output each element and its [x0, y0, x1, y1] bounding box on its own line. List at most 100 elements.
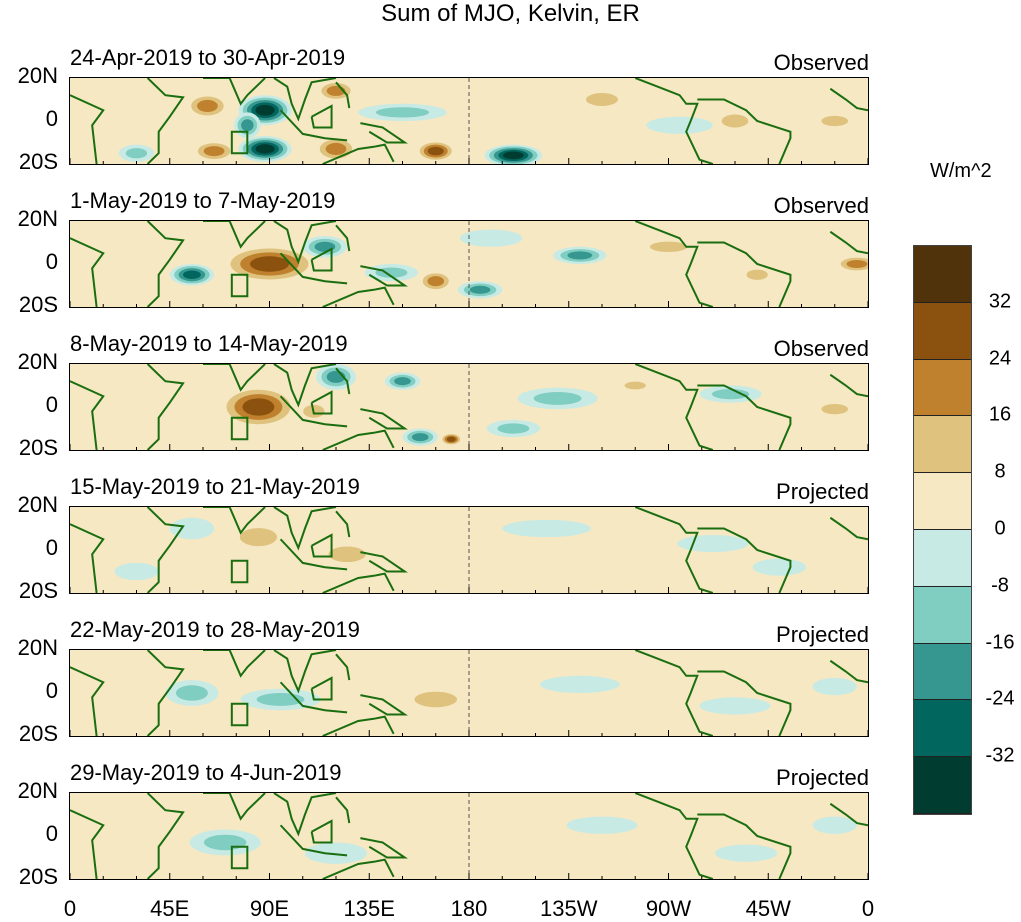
coastline — [360, 551, 408, 573]
map-svg — [69, 792, 869, 880]
coastline — [279, 824, 348, 857]
coastline — [273, 792, 337, 837]
coastline — [322, 572, 395, 594]
map-panel — [69, 77, 869, 167]
coastline — [829, 230, 869, 255]
anomaly-contour — [677, 534, 749, 553]
lat-tick-label: 20N — [17, 349, 58, 374]
anomaly-contour — [242, 398, 275, 416]
colorbar-swatch — [914, 586, 971, 644]
coastline — [310, 390, 333, 415]
coastline — [279, 681, 348, 714]
anomaly-contour — [241, 119, 254, 132]
colorbar-tick-label: -16 — [985, 631, 1015, 654]
lat-tick-label: 20S — [18, 721, 58, 746]
coastline — [273, 77, 337, 122]
panel-type-label: Projected — [776, 622, 869, 647]
coastline — [69, 523, 105, 594]
lat-tick-label: 0 — [45, 678, 58, 703]
anomaly-contour — [197, 99, 218, 112]
coastline — [634, 77, 714, 165]
anomaly-contour — [715, 844, 778, 862]
anomaly-contour — [846, 259, 868, 269]
anomaly-contour — [539, 675, 620, 693]
coastline — [146, 649, 185, 737]
anomaly-contour — [502, 151, 524, 160]
coastline — [697, 98, 792, 165]
panel-period-label: 29-May-2019 to 4-Jun-2019 — [70, 760, 342, 785]
anomaly-contour — [328, 546, 366, 563]
anomaly-contour — [353, 803, 407, 826]
anomaly-contour — [427, 276, 445, 287]
coastline — [322, 286, 395, 308]
coastline — [335, 653, 351, 681]
anomaly-contour — [646, 116, 713, 134]
anomaly-contour — [175, 685, 208, 701]
map-panel — [69, 363, 869, 451]
coastline — [146, 506, 185, 594]
lon-tick-label: 0 — [861, 896, 875, 921]
coastline — [69, 380, 105, 451]
lon-tick-label: 45E — [150, 896, 190, 921]
anomaly-contour — [409, 560, 463, 583]
colorbar-swatch — [914, 302, 971, 360]
coastline — [322, 143, 395, 165]
colorbar-tick-label: -8 — [991, 574, 1009, 597]
colorbar-swatch — [914, 416, 971, 474]
lon-tick-label: 90W — [645, 896, 692, 921]
anomaly-contour — [567, 251, 593, 260]
coastline — [310, 533, 333, 558]
anomaly-contour — [255, 104, 275, 116]
lat-tick-label: 0 — [45, 106, 58, 131]
lat-tick-label: 0 — [45, 249, 58, 274]
lon-tick-label: 0 — [63, 896, 77, 921]
coastline — [634, 220, 714, 308]
colorbar-swatch — [914, 643, 971, 701]
lon-tick-label: 135E — [343, 896, 395, 921]
lon-tick-label: 90E — [249, 896, 290, 921]
anomaly-contour — [460, 229, 523, 247]
anomaly-contour — [502, 519, 591, 538]
colorbar-tick-label: -32 — [985, 744, 1015, 767]
lat-tick-label: 0 — [45, 392, 58, 417]
anomaly-contour — [533, 391, 582, 405]
lat-tick-label: 20S — [18, 578, 58, 603]
anomaly-contour — [239, 528, 278, 547]
anomaly-contour — [304, 842, 368, 864]
coastline — [697, 384, 792, 451]
map-svg — [69, 220, 880, 308]
coastline — [310, 676, 333, 701]
lat-tick-label: 20N — [17, 492, 58, 517]
map-panel — [69, 649, 869, 737]
coastline — [335, 81, 351, 109]
coastline — [697, 527, 792, 594]
lat-tick-label: 20N — [17, 778, 58, 803]
anomaly-contour — [125, 148, 148, 159]
anomaly-contour — [469, 285, 491, 294]
anomaly-contour — [255, 144, 275, 154]
coastline — [697, 670, 792, 737]
anomaly-contour — [699, 697, 771, 715]
coastline — [279, 538, 348, 571]
lat-tick-label: 20S — [18, 292, 58, 317]
coastline — [634, 792, 714, 880]
coastline — [146, 792, 185, 880]
coastline — [146, 363, 185, 451]
colorbar-swatch — [914, 529, 971, 587]
coastline — [310, 104, 333, 129]
anomaly-contour — [114, 562, 159, 581]
coastline — [203, 792, 266, 821]
anomaly-contour — [711, 388, 750, 400]
colorbar-tick-label: 32 — [988, 290, 1012, 313]
coastline — [829, 87, 869, 112]
coastline — [360, 408, 408, 430]
region-box — [230, 130, 249, 155]
panel-type-label: Projected — [776, 479, 869, 504]
colorbar — [913, 245, 972, 815]
region-box — [230, 416, 249, 441]
chart-title: Sum of MJO, Kelvin, ER — [381, 0, 640, 27]
region-box — [230, 845, 249, 870]
map-svg — [69, 77, 869, 167]
coastline — [360, 265, 408, 287]
